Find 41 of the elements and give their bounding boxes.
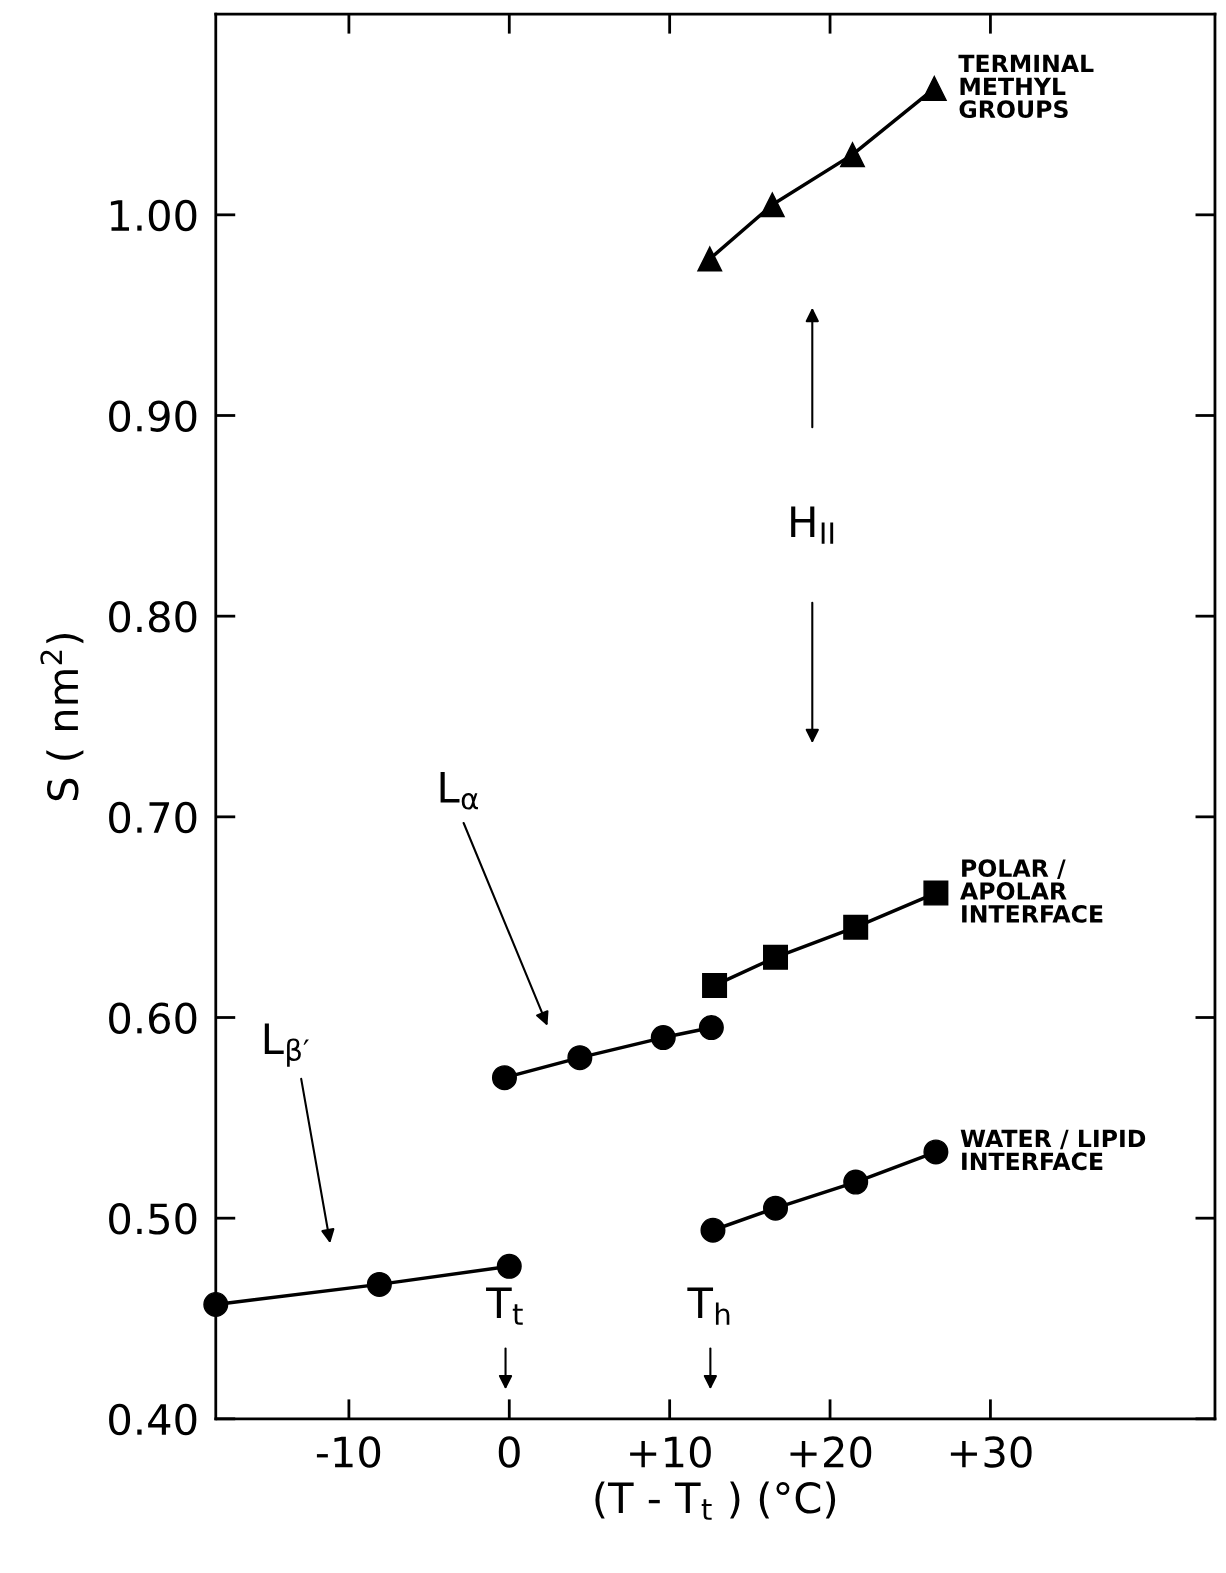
x-axis-title: (T - T$_{t}$ ) (°C) (595, 1481, 836, 1520)
annotation: T$_{h}$ (687, 1287, 730, 1325)
annotation: L$_{β′}$ (264, 1023, 309, 1067)
point (698, 1015, 724, 1041)
point (491, 1065, 517, 1091)
legend-label: TERMINAL METHYL GROUPS (958, 54, 1094, 119)
y-tick-label: 0.70 (109, 801, 197, 834)
point (763, 944, 789, 970)
x-tick-label: +10 (630, 1436, 711, 1468)
point (923, 1139, 949, 1165)
y-tick-label: 0.40 (109, 1403, 197, 1436)
x-tick-label: 0 (498, 1436, 520, 1468)
point (366, 1271, 392, 1297)
point (839, 142, 865, 168)
y-tick-label: 0.50 (109, 1203, 197, 1235)
y-tick-label: 0.90 (109, 400, 197, 432)
point (702, 972, 728, 998)
point (763, 1195, 789, 1221)
point (700, 1217, 726, 1243)
series-label: WATER / LIPID INTERFACE (960, 1129, 1146, 1171)
y-tick-label: 0.80 (109, 601, 197, 633)
point (921, 75, 947, 101)
x-tick-label: +30 (950, 1436, 1032, 1468)
y-tick-label: 1.00 (110, 199, 197, 232)
annotation: L$_{α}$ (440, 772, 478, 810)
y-tick-label: 0.60 (109, 1002, 197, 1034)
point (650, 1025, 676, 1051)
point (697, 246, 723, 272)
annotation: T$_{t}$ (486, 1287, 523, 1325)
point (203, 1291, 229, 1317)
point (567, 1045, 593, 1071)
y-axis-title: S ( nm$^{2}$) (40, 634, 84, 801)
series-label: POLAR / APOLAR INTERFACE (960, 859, 1103, 923)
point (496, 1253, 522, 1279)
x-tick-label: -10 (316, 1436, 381, 1468)
annotation: H$_{II}$ (791, 506, 834, 544)
x-tick-label: +20 (790, 1436, 872, 1468)
point (843, 1169, 869, 1195)
point (759, 192, 785, 218)
point (923, 880, 949, 906)
point (843, 914, 869, 940)
